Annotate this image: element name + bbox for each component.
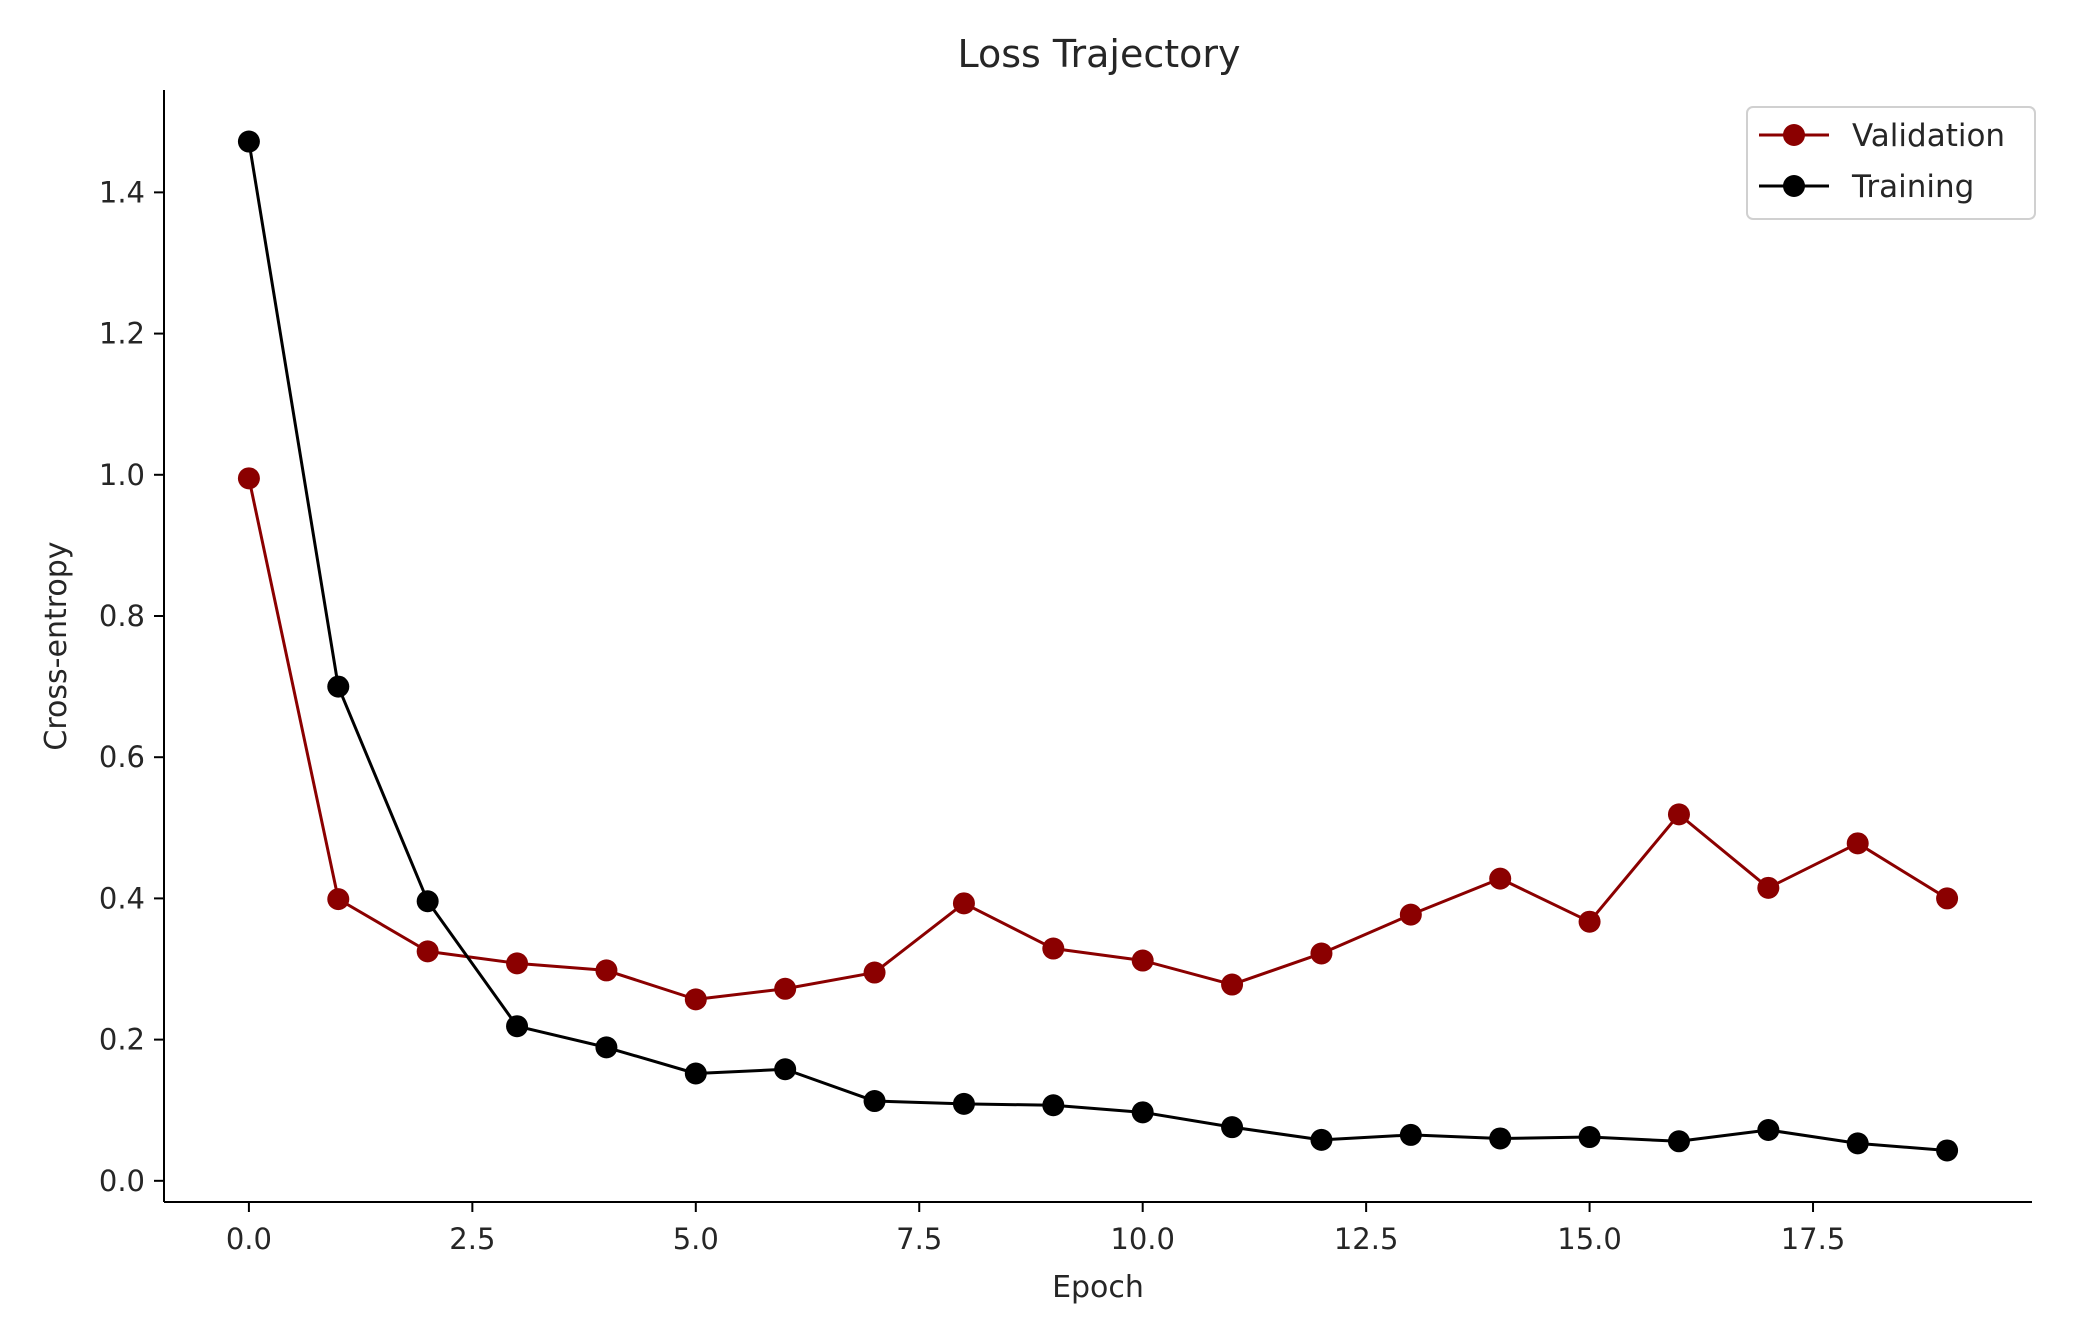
- data-point: [1042, 1094, 1065, 1117]
- series-line: [247, 141, 1948, 1152]
- data-point: [416, 940, 439, 963]
- y-tick-label: 0.4: [99, 881, 145, 915]
- legend: Validation Training: [1746, 106, 2036, 220]
- data-point: [684, 988, 707, 1011]
- data-point: [1489, 867, 1512, 890]
- x-tick-label: 0.0: [226, 1222, 272, 1256]
- data-point: [416, 890, 439, 913]
- data-point: [506, 1015, 529, 1038]
- data-point: [684, 1062, 707, 1085]
- data-point: [1757, 876, 1780, 899]
- series-training: [237, 130, 1959, 1162]
- legend-item: Training: [1759, 169, 1974, 205]
- x-tick-label: 17.5: [1781, 1222, 1846, 1256]
- data-point: [1399, 1123, 1422, 1146]
- data-point: [952, 892, 975, 915]
- data-point: [1936, 887, 1959, 910]
- data-point: [1042, 937, 1065, 960]
- data-point: [1489, 1127, 1512, 1150]
- y-ticks: 0.0 0.2 0.4 0.6 0.8 1.0 1.2 1.4: [99, 175, 164, 1198]
- data-point: [506, 952, 529, 975]
- x-tick-label: 5.0: [673, 1222, 719, 1256]
- data-point: [595, 959, 618, 982]
- x-tick-label: 10.0: [1110, 1222, 1175, 1256]
- x-tick-label: 12.5: [1334, 1222, 1399, 1256]
- legend-item: Validation: [1759, 118, 2005, 154]
- legend-label: Validation: [1852, 118, 2005, 154]
- data-point: [1846, 832, 1869, 855]
- data-point: [1578, 910, 1601, 933]
- data-point: [1399, 903, 1422, 926]
- y-tick-label: 0.2: [99, 1023, 145, 1057]
- data-point: [595, 1036, 618, 1059]
- data-point: [1131, 1101, 1154, 1124]
- data-point: [237, 130, 260, 153]
- data-point: [1221, 1116, 1244, 1139]
- x-tick-label: 2.5: [449, 1222, 495, 1256]
- data-point: [327, 675, 350, 698]
- data-point: [1936, 1139, 1959, 1162]
- y-tick-label: 1.4: [99, 175, 145, 209]
- data-point: [1221, 973, 1244, 996]
- data-point: [1310, 942, 1333, 965]
- x-tick-label: 15.0: [1557, 1222, 1622, 1256]
- data-point: [774, 1058, 797, 1081]
- legend-label: Training: [1851, 169, 1974, 205]
- axes: 0.0 2.5 5.0 7.5 10.0 12.5 15.0 17.5 0.00.20.40.…: [99, 90, 2032, 1256]
- data-point: [1667, 1130, 1690, 1153]
- data-point: [952, 1092, 975, 1115]
- legend-marker: [1783, 175, 1805, 197]
- data-point: [774, 977, 797, 1000]
- data-point: [863, 1090, 886, 1113]
- y-tick-label: 1.2: [99, 317, 145, 351]
- series-validation: [237, 467, 1959, 1011]
- data-point: [1846, 1132, 1869, 1155]
- legend-marker: [1783, 124, 1805, 146]
- data-point: [327, 888, 350, 911]
- y-tick-label: 0.8: [99, 599, 145, 633]
- series-layer: [237, 130, 1959, 1162]
- data-point: [1578, 1126, 1601, 1149]
- chart-title: Loss Trajectory: [957, 32, 1240, 76]
- y-tick-label: 0.0: [99, 1164, 145, 1198]
- data-point: [1310, 1128, 1333, 1151]
- data-point: [1667, 803, 1690, 826]
- x-ticks: 0.0 2.5 5.0 7.5 10.0 12.5 15.0 17.5: [226, 1202, 1845, 1256]
- y-tick-label: 0.6: [99, 740, 145, 774]
- x-tick-label: 7.5: [896, 1222, 942, 1256]
- data-point: [863, 961, 886, 984]
- data-point: [1757, 1118, 1780, 1141]
- data-point: [237, 467, 260, 490]
- y-axis-label: Cross-entropy: [39, 541, 74, 750]
- data-point: [1131, 949, 1154, 972]
- series-line: [247, 478, 1948, 1001]
- y-tick-label: 1.0: [99, 458, 145, 492]
- x-axis-label: Epoch: [1052, 1270, 1144, 1305]
